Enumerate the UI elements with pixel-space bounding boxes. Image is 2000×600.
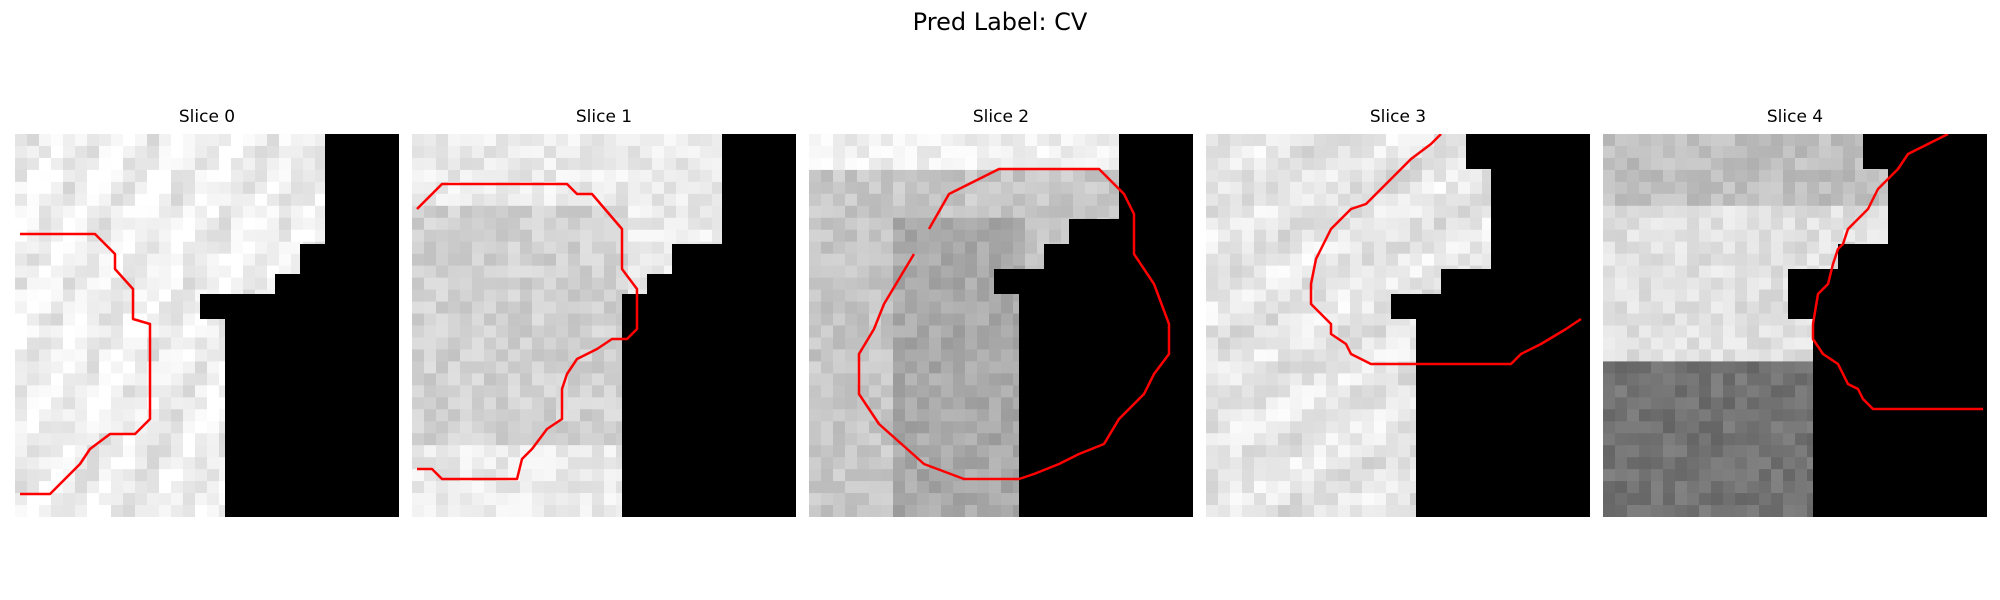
slice-image xyxy=(15,134,399,517)
mask-region xyxy=(1391,134,1590,517)
mask-region xyxy=(994,134,1193,517)
slice-title: Slice 4 xyxy=(1766,107,1824,127)
suptitle: Pred Label: CV xyxy=(912,8,1088,36)
slice-title: Slice 0 xyxy=(178,107,236,127)
mask-region xyxy=(200,134,399,517)
mask-region xyxy=(622,134,796,517)
slice-title: Slice 3 xyxy=(1369,107,1427,127)
slice-title: Slice 2 xyxy=(972,107,1030,127)
slice-image xyxy=(809,134,1193,517)
contour-line xyxy=(857,167,1171,481)
contour-line xyxy=(1811,134,1983,411)
contour-line xyxy=(416,182,639,481)
contour-line xyxy=(20,232,152,496)
slice-title: Slice 1 xyxy=(575,107,633,127)
mask-region xyxy=(1788,134,1987,517)
slice-image xyxy=(412,134,796,517)
contour-line xyxy=(1309,134,1582,366)
slice-image xyxy=(1603,134,1987,517)
slice-image xyxy=(1206,134,1590,517)
